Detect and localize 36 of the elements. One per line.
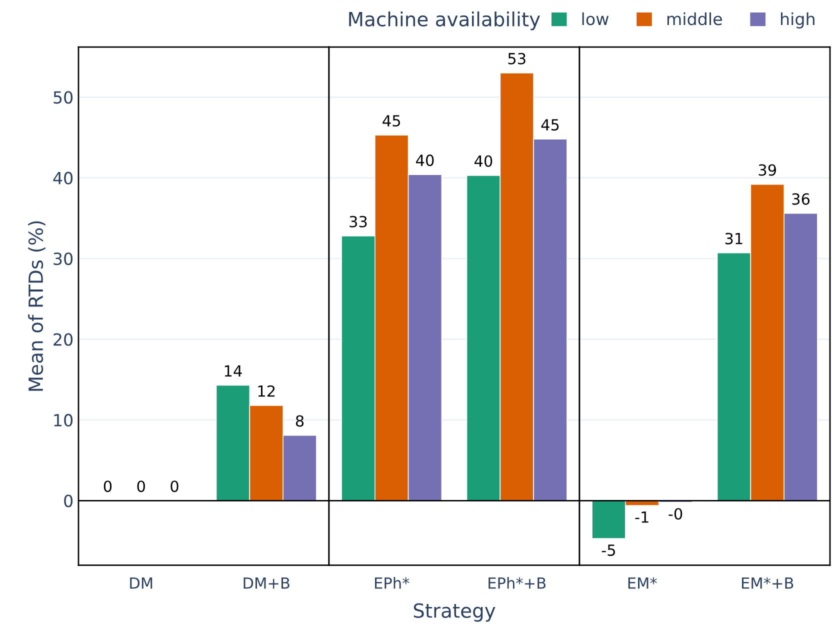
data-label: 0 bbox=[170, 480, 178, 492]
x-tick-label: EM*+B bbox=[742, 577, 794, 589]
data-label: 36 bbox=[792, 193, 810, 205]
y-tick-label: 50 bbox=[54, 91, 73, 104]
x-tick-label: EPh*+B bbox=[488, 577, 546, 589]
data-label: 40 bbox=[474, 155, 492, 167]
data-label: 8 bbox=[296, 415, 304, 427]
x-axis-title: Strategy bbox=[414, 603, 496, 622]
legend-title: Machine availability bbox=[349, 11, 540, 30]
y-tick-label: 40 bbox=[53, 172, 73, 184]
data-label: -5 bbox=[602, 544, 615, 556]
x-tick-label: DM bbox=[130, 577, 152, 589]
y-tick-label: 20 bbox=[54, 333, 73, 346]
x-tick-label: EPh* bbox=[375, 577, 410, 589]
data-label: 33 bbox=[350, 216, 367, 228]
x-tick-label: EM* bbox=[628, 577, 657, 589]
legend-label: middle bbox=[667, 12, 722, 26]
data-label: -1 bbox=[635, 512, 648, 523]
data-label: 12 bbox=[258, 385, 275, 397]
data-label: 14 bbox=[224, 365, 242, 377]
data-label: -0 bbox=[668, 508, 682, 520]
y-axis-title: Mean of RTDs (%) bbox=[28, 221, 46, 391]
y-tick-label: 30 bbox=[54, 252, 73, 266]
data-label: 31 bbox=[725, 232, 742, 244]
legend-label: high bbox=[781, 12, 814, 28]
y-tick-label: 10 bbox=[54, 414, 73, 427]
data-label: 45 bbox=[382, 115, 400, 127]
y-tick-label: 0 bbox=[64, 494, 73, 508]
data-label: 39 bbox=[758, 164, 776, 176]
data-label: 45 bbox=[541, 119, 559, 131]
x-tick-label: DM+B bbox=[244, 577, 290, 589]
data-label: 40 bbox=[416, 154, 434, 166]
data-label: 0 bbox=[104, 480, 112, 492]
data-label: 53 bbox=[508, 52, 526, 64]
data-label: 0 bbox=[137, 480, 145, 492]
legend-label: low bbox=[582, 12, 609, 26]
